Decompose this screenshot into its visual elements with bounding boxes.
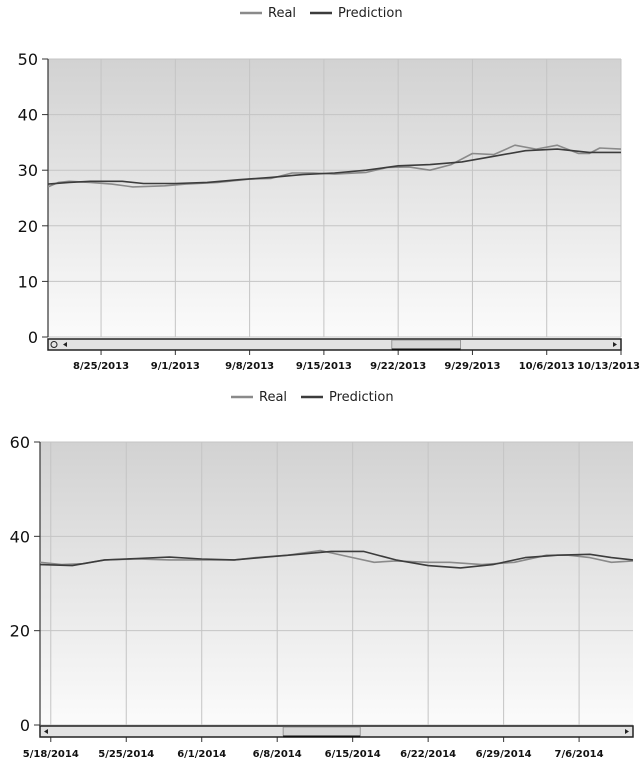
y-tick-label: 0 xyxy=(20,716,30,735)
plot-area xyxy=(40,442,633,725)
x-tick-label: 10/13/2013 xyxy=(577,361,640,372)
y-tick-label: 60 xyxy=(10,433,30,452)
scrollbar-track[interactable] xyxy=(47,338,622,351)
scroll-right-arrow-icon[interactable] xyxy=(625,729,629,734)
x-tick-label: 10/6/2013 xyxy=(519,361,575,372)
legend-label-prediction: Prediction xyxy=(338,6,403,21)
legend-label-real: Real xyxy=(268,6,296,21)
x-tick-label: 7/6/2014 xyxy=(555,749,604,760)
x-tick-label: 6/29/2014 xyxy=(476,749,532,760)
x-tick-label: 9/29/2013 xyxy=(444,361,500,372)
y-tick-label: 50 xyxy=(18,50,38,69)
y-tick-label: 20 xyxy=(18,217,38,236)
chart-top: 0 10 20 30 40 50 8/25/2013 9/1/2013 9/8/2013 9/15… xyxy=(18,6,640,372)
x-tick-label: 5/25/2014 xyxy=(98,749,154,760)
series-line-real xyxy=(48,144,621,188)
x-tick-label: 5/18/2014 xyxy=(23,749,79,760)
scrollbar-thumb[interactable] xyxy=(282,726,361,737)
y-tick-label: 0 xyxy=(28,328,38,347)
x-tick-label: 9/1/2013 xyxy=(151,361,200,372)
y-tick-label: 20 xyxy=(10,622,30,641)
legend-label-real: Real xyxy=(259,390,287,405)
x-tick-label: 9/22/2013 xyxy=(370,361,426,372)
scroll-left-arrow-icon[interactable] xyxy=(44,729,48,734)
x-tick-label: 8/25/2013 xyxy=(73,361,129,372)
series-line-prediction xyxy=(40,550,633,569)
x-tick-label: 6/15/2014 xyxy=(325,749,381,760)
scroll-left-arrow-icon[interactable] xyxy=(63,342,67,347)
x-tick-label: 9/15/2013 xyxy=(296,361,352,372)
y-tick-label: 40 xyxy=(18,106,38,125)
legend-label-prediction: Prediction xyxy=(329,390,394,405)
x-tick-label: 9/8/2013 xyxy=(225,361,274,372)
scroll-right-arrow-icon[interactable] xyxy=(613,342,617,347)
scrollbar-thumb[interactable] xyxy=(391,339,461,350)
series-line-prediction xyxy=(48,148,621,185)
plot-area xyxy=(48,59,621,337)
x-tick-label: 6/8/2014 xyxy=(253,749,302,760)
x-tick-label: 6/1/2014 xyxy=(177,749,226,760)
x-tick-label: 6/22/2014 xyxy=(400,749,456,760)
y-tick-label: 10 xyxy=(18,272,38,291)
chart-bottom: 0 20 40 60 5/18/2014 5/25/2014 6/1/2014 6/8/201… xyxy=(10,390,634,760)
y-tick-label: 40 xyxy=(10,527,30,546)
y-tick-label: 30 xyxy=(18,161,38,180)
scrollbar-reset-icon[interactable] xyxy=(50,341,58,348)
